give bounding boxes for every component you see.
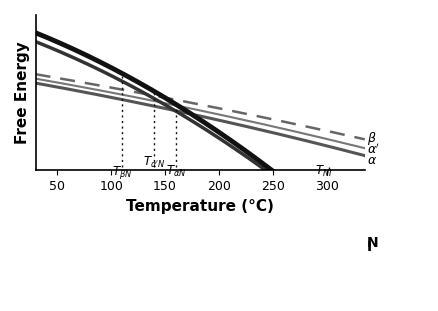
Text: $T_{\alpha N}$: $T_{\alpha N}$ — [165, 164, 186, 179]
Text: $T_{\alpha'N}$: $T_{\alpha'N}$ — [142, 155, 165, 170]
Text: $T_{NI}$: $T_{NI}$ — [314, 164, 332, 179]
Y-axis label: Free Energy: Free Energy — [15, 41, 30, 144]
X-axis label: Temperature (°C): Temperature (°C) — [126, 199, 273, 214]
Text: $\alpha'$: $\alpha'$ — [366, 143, 379, 157]
Text: $\beta$: $\beta$ — [366, 130, 376, 147]
Text: N: N — [366, 236, 378, 250]
Text: $\alpha$: $\alpha$ — [366, 154, 376, 167]
Text: $T_{\beta N}$: $T_{\beta N}$ — [111, 164, 132, 181]
Text: I: I — [366, 240, 371, 254]
